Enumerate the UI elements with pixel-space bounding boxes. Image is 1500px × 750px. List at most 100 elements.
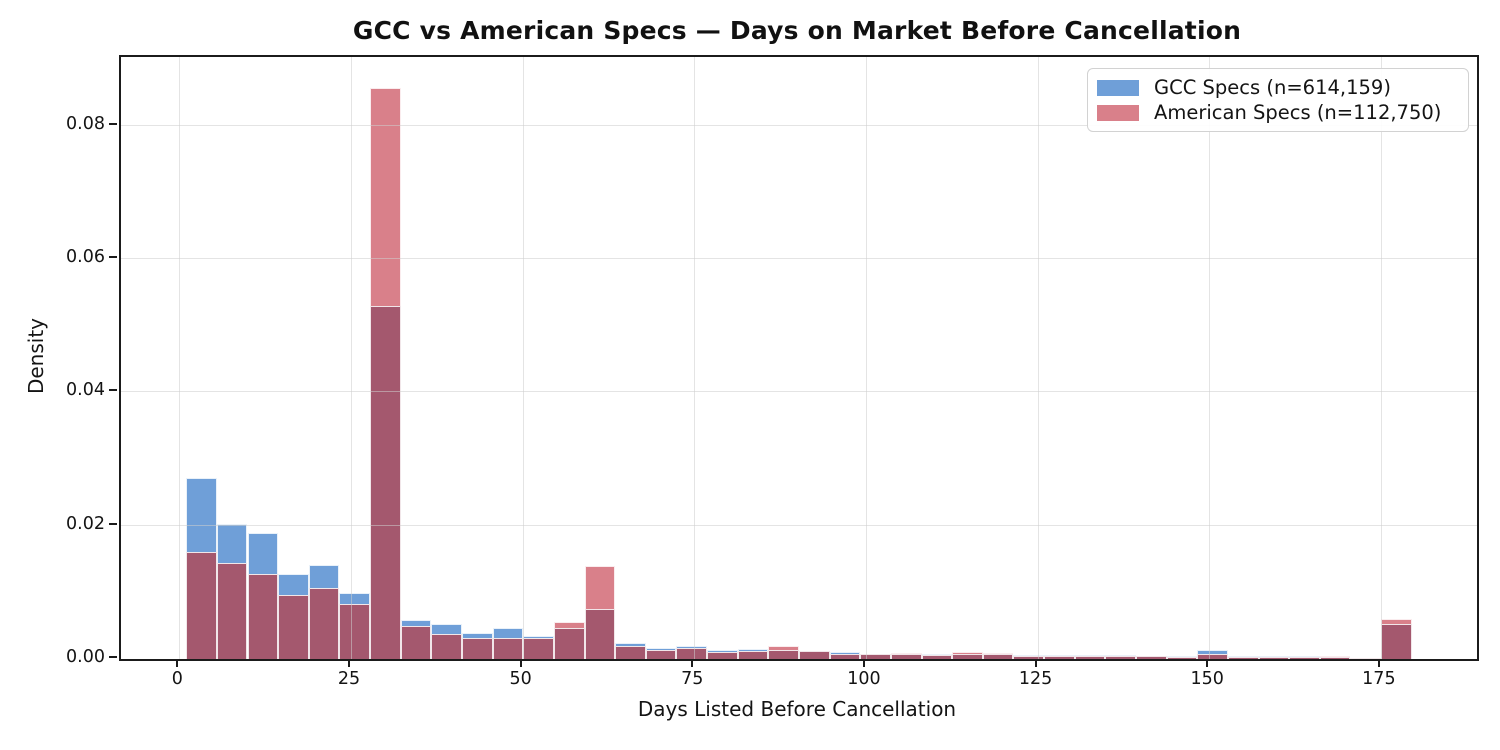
x-tick-label: 175 (1362, 669, 1396, 689)
histogram-bar-overlap (860, 653, 891, 659)
x-tick-mark (1034, 659, 1037, 667)
histogram-bar-overlap (186, 551, 217, 659)
histogram-bar-gcc (1166, 656, 1198, 658)
histogram-bar-overlap (768, 650, 799, 659)
histogram-bar-overlap (982, 654, 1014, 659)
legend-label-gcc: GCC Specs (n=614,159) (1154, 76, 1391, 99)
x-axis-label: Days Listed Before Cancellation (637, 697, 957, 721)
plot-area-inner (121, 57, 1477, 659)
histogram-bar-gcc (400, 620, 432, 626)
histogram-bar-overlap (676, 648, 708, 659)
x-tick-mark (1377, 659, 1380, 667)
y-tick-label: 0.04 (66, 380, 105, 401)
y-tick-mark (109, 256, 117, 258)
histogram-bar-gcc (676, 645, 708, 649)
x-tick-mark (862, 659, 865, 667)
y-tick-mark (109, 389, 117, 392)
histogram-bar-american (553, 622, 585, 628)
y-tick-mark (109, 656, 117, 658)
histogram-bar-overlap (1258, 657, 1290, 659)
x-axis-ticks: 0 25 50 75 100 125 150 175 (119, 657, 1475, 697)
histogram-bar-gcc (645, 647, 677, 650)
chart-title: GCC vs American Specs — Days on Market B… (352, 16, 1242, 45)
histogram-bar-overlap (553, 627, 585, 659)
histogram-bar-gcc (1289, 656, 1320, 658)
histogram-bar-overlap (952, 653, 983, 659)
histogram-bar-overlap (216, 563, 248, 659)
histogram-bar-overlap (1350, 657, 1382, 659)
legend-item-gcc: GCC Specs (n=614,159) (1097, 76, 1456, 99)
histogram-bar-overlap (584, 609, 616, 659)
histogram-bar-gcc (216, 524, 248, 563)
histogram-bar-overlap (921, 655, 953, 659)
histogram-bar-overlap (615, 646, 646, 659)
legend-swatch-american (1097, 104, 1139, 121)
x-tick-label: 75 (681, 669, 704, 689)
x-tick-label: 0 (171, 669, 183, 689)
x-tick-mark (691, 659, 694, 667)
legend-item-american: American Specs (n=112,750) (1097, 101, 1456, 124)
histogram-bar-gcc (339, 593, 371, 605)
histogram-bar-overlap (1319, 657, 1351, 659)
legend-label-american: American Specs (n=112,750) (1154, 101, 1442, 124)
legend-swatch-gcc (1097, 79, 1139, 96)
y-tick-mark (109, 522, 117, 525)
histogram-bar-gcc (431, 623, 462, 634)
x-tick-label: 100 (847, 669, 881, 689)
y-tick-label: 0.02 (66, 513, 105, 534)
histogram-bar-american (952, 652, 983, 654)
x-tick-mark (348, 659, 350, 667)
legend: GCC Specs (n=614,159) American Specs (n=… (1087, 68, 1469, 132)
histogram-bar-american (1319, 656, 1351, 658)
histogram-bar-american (370, 88, 401, 307)
histogram-bar-american (1381, 619, 1412, 625)
histogram-bar-gcc (308, 565, 340, 589)
histogram-bar-gcc (1227, 655, 1259, 658)
histogram-bar-overlap (492, 638, 524, 659)
x-tick-mark (519, 659, 522, 667)
histogram-bar-overlap (890, 654, 922, 659)
histogram-bar-overlap (1013, 655, 1045, 659)
histogram-bar-overlap (1197, 653, 1228, 659)
y-axis-ticks: 0.00 0.02 0.04 0.06 0.08 (0, 55, 119, 667)
histogram-bar-overlap (247, 573, 279, 659)
x-tick-label: 125 (1018, 669, 1053, 689)
x-tick-mark (176, 659, 179, 667)
histogram-bar-overlap (707, 651, 738, 659)
plot-area (119, 55, 1479, 661)
x-tick-label: 50 (509, 669, 532, 689)
histogram-bar-overlap (1136, 656, 1167, 659)
histogram-bar-gcc (1013, 654, 1045, 656)
histogram-bar-overlap (645, 649, 677, 659)
histogram-bar-overlap (461, 638, 493, 659)
histogram-bar-gcc (247, 533, 279, 574)
histogram-bar-gcc (1074, 655, 1106, 657)
histogram-bar-overlap (1227, 657, 1259, 659)
y-tick-mark (109, 122, 117, 125)
histogram-bar-american (890, 653, 922, 655)
histogram-bar-gcc (737, 649, 769, 652)
histogram-bar-overlap (370, 306, 401, 659)
histogram-bar-gcc (921, 654, 953, 656)
histogram-bar-gcc (278, 573, 309, 595)
histogram-bar-overlap (523, 638, 554, 659)
histogram-bar-overlap (1166, 657, 1198, 659)
histogram-bar-american (768, 646, 799, 651)
histogram-bar-gcc (461, 633, 493, 639)
histogram-bar-gcc (707, 650, 738, 652)
histogram-bar-gcc (492, 628, 524, 639)
histogram-bar-overlap (431, 633, 462, 659)
x-tick-label: 25 (337, 669, 361, 689)
histogram-bars-layer (121, 57, 1477, 659)
y-tick-label: 0.00 (66, 647, 105, 667)
histogram-bar-overlap (799, 651, 830, 659)
histogram-bar-overlap (1074, 656, 1106, 659)
histogram-bar-overlap (339, 604, 371, 659)
histogram-bar-gcc (1105, 655, 1136, 657)
histogram-bar-overlap (737, 651, 769, 659)
histogram-bar-gcc (615, 643, 646, 647)
histogram-bar-overlap (1381, 624, 1412, 659)
histogram-bar-overlap (278, 595, 309, 659)
histogram-bar-gcc (186, 477, 217, 552)
